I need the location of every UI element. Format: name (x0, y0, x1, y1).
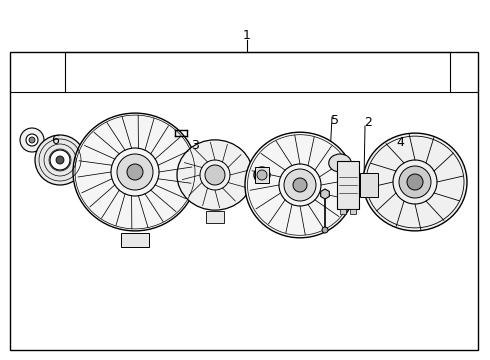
Circle shape (293, 178, 307, 192)
Text: 2: 2 (364, 116, 372, 129)
Ellipse shape (73, 113, 197, 231)
Circle shape (407, 174, 423, 190)
Circle shape (322, 227, 328, 233)
Bar (340, 209, 346, 214)
Circle shape (20, 128, 44, 152)
Circle shape (26, 134, 38, 146)
Circle shape (50, 150, 70, 170)
Bar (360, 173, 378, 197)
Text: 5: 5 (331, 113, 339, 126)
Circle shape (35, 135, 85, 185)
Circle shape (284, 169, 316, 201)
Circle shape (29, 137, 35, 143)
Circle shape (205, 165, 225, 185)
Circle shape (56, 156, 64, 164)
Bar (206, 211, 224, 223)
Bar (350, 209, 356, 214)
Ellipse shape (329, 154, 351, 172)
Ellipse shape (245, 132, 355, 238)
Text: 4: 4 (396, 135, 404, 149)
Ellipse shape (177, 140, 253, 210)
Text: 1: 1 (243, 28, 251, 41)
Bar (10, 52, 478, 350)
Circle shape (399, 166, 431, 198)
Text: 3: 3 (191, 139, 199, 152)
Polygon shape (320, 189, 329, 199)
Bar (255, 167, 269, 183)
Text: 6: 6 (51, 134, 59, 147)
Bar (337, 161, 359, 209)
Circle shape (127, 164, 143, 180)
Ellipse shape (363, 133, 467, 231)
Circle shape (117, 154, 153, 190)
Circle shape (257, 170, 267, 180)
Bar (121, 233, 149, 247)
